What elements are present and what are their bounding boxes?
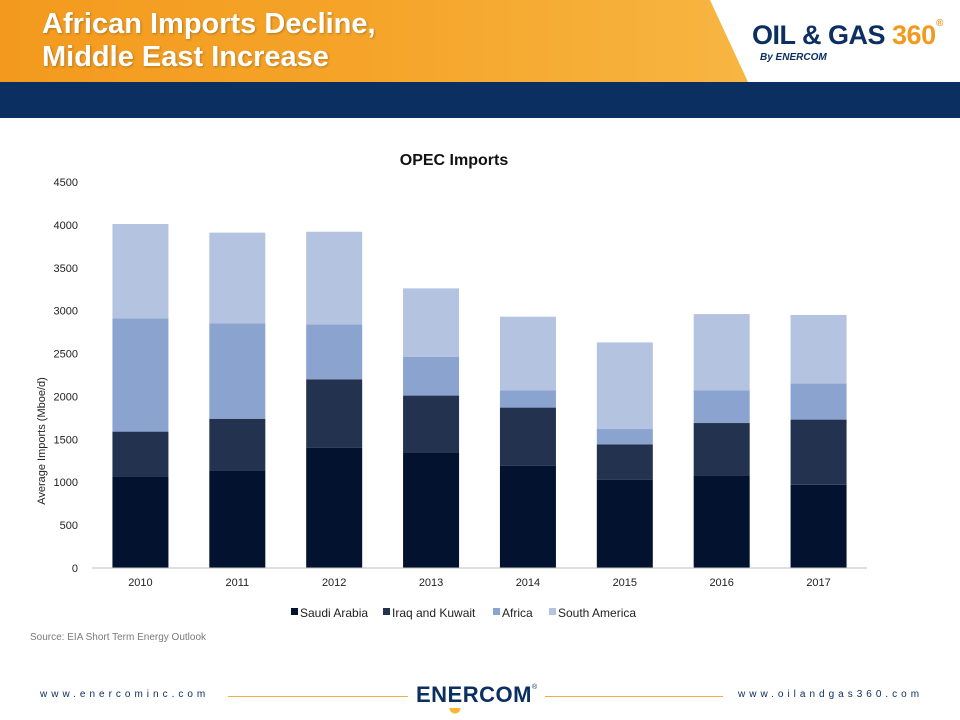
bar-segment bbox=[596, 342, 653, 430]
bar-segment bbox=[112, 431, 169, 477]
bar-segment bbox=[499, 407, 556, 466]
legend-label: Saudi Arabia bbox=[300, 606, 368, 620]
x-tick-label: 2011 bbox=[225, 577, 249, 589]
bar-segment bbox=[112, 224, 169, 319]
oil-gas-360-logo: OIL & GAS 360 bbox=[752, 20, 936, 51]
bar-segment bbox=[403, 395, 460, 453]
bar-segment bbox=[306, 324, 363, 380]
bar-segment bbox=[112, 318, 169, 432]
bar-segment bbox=[596, 444, 653, 480]
x-tick-label: 2010 bbox=[128, 577, 152, 589]
legend-item: South America bbox=[549, 606, 636, 620]
bar-segment bbox=[693, 475, 750, 568]
x-tick-label: 2015 bbox=[613, 577, 637, 589]
y-axis-label: Average Imports (Mboe/d) bbox=[36, 377, 48, 505]
y-tick-label: 3000 bbox=[54, 306, 78, 318]
legend-label: South America bbox=[558, 606, 636, 620]
y-tick-label: 2000 bbox=[54, 391, 78, 403]
footer-right-url[interactable]: www.oilandgas360.com bbox=[738, 689, 924, 700]
x-tick-label: 2014 bbox=[516, 577, 540, 589]
chart-title: OPEC Imports bbox=[400, 152, 509, 169]
bar-segment bbox=[306, 447, 363, 568]
logo-registered-mark: ® bbox=[936, 18, 944, 29]
footer-left-url[interactable]: www.enercominc.com bbox=[40, 689, 210, 700]
legend-item: Africa bbox=[493, 606, 533, 620]
bar-segment bbox=[403, 452, 460, 568]
bar-segment bbox=[209, 323, 266, 419]
bar-segment bbox=[790, 484, 847, 568]
y-tick-label: 2500 bbox=[54, 349, 78, 361]
opec-imports-chart: OPEC Imports Average Imports (Mboe/d) 0 5… bbox=[36, 152, 867, 620]
sun-icon bbox=[446, 708, 464, 718]
bar-segment bbox=[209, 470, 266, 568]
footer-line-left bbox=[228, 696, 408, 697]
bars bbox=[112, 224, 847, 568]
bar-segment bbox=[693, 423, 750, 476]
bar-segment bbox=[403, 356, 460, 396]
bar-segment bbox=[790, 383, 847, 420]
legend-swatch bbox=[291, 608, 298, 615]
bar-segment bbox=[306, 379, 363, 448]
x-tick-label: 2016 bbox=[709, 577, 733, 589]
legend: Saudi Arabia Iraq and Kuwait Africa South A… bbox=[291, 606, 636, 620]
bar-segment bbox=[790, 314, 847, 384]
x-tick-label: 2012 bbox=[322, 577, 346, 589]
footer-line-right bbox=[545, 696, 723, 697]
logo-text: OIL & GAS bbox=[752, 20, 893, 50]
legend-label: Africa bbox=[502, 606, 533, 620]
slide-title-line-1: African Imports Decline, bbox=[42, 8, 376, 40]
bar-segment bbox=[693, 390, 750, 424]
bar-segment bbox=[499, 390, 556, 408]
y-tick-label: 3500 bbox=[54, 263, 78, 275]
slide-title-line-2: Middle East Increase bbox=[42, 41, 329, 73]
legend-item: Saudi Arabia bbox=[291, 606, 368, 620]
enercom-footer-logo: ENERCOM bbox=[416, 682, 532, 707]
bar-segment bbox=[306, 231, 363, 325]
bar-segment bbox=[209, 232, 266, 324]
legend-swatch bbox=[383, 608, 390, 615]
y-axis-ticks: 0 500 1000 1500 2000 2500 3000 3500 4000 4500 bbox=[54, 177, 78, 575]
y-tick-label: 1500 bbox=[54, 434, 78, 446]
bar-segment bbox=[403, 288, 460, 357]
legend-swatch bbox=[549, 608, 556, 615]
legend-swatch bbox=[493, 608, 500, 615]
navy-band bbox=[0, 82, 960, 118]
x-axis-ticks: 2010 2011 2012 2013 2014 2015 2016 2017 bbox=[128, 577, 831, 589]
legend-item: Iraq and Kuwait bbox=[383, 606, 476, 620]
logo-area bbox=[710, 0, 960, 82]
bar-segment bbox=[499, 465, 556, 568]
bar-segment bbox=[499, 316, 556, 391]
y-tick-label: 4000 bbox=[54, 220, 78, 232]
source-note: Source: EIA Short Term Energy Outlook bbox=[30, 632, 207, 643]
bar-segment bbox=[596, 429, 653, 445]
y-tick-label: 0 bbox=[72, 563, 78, 575]
logo-number: 360 bbox=[892, 20, 936, 50]
legend-label: Iraq and Kuwait bbox=[392, 606, 476, 620]
footer-registered-mark: ® bbox=[532, 684, 538, 691]
bar-segment bbox=[112, 476, 169, 568]
y-tick-label: 4500 bbox=[54, 177, 78, 189]
slide-title: African Imports Decline, Middle East Inc… bbox=[42, 8, 376, 74]
bar-segment bbox=[209, 418, 266, 471]
x-tick-label: 2013 bbox=[419, 577, 443, 589]
bar-segment bbox=[790, 419, 847, 485]
logo-subtitle: By ENERCOM bbox=[760, 52, 827, 63]
y-tick-label: 500 bbox=[60, 520, 78, 532]
y-tick-label: 1000 bbox=[54, 477, 78, 489]
x-tick-label: 2017 bbox=[806, 577, 830, 589]
bar-segment bbox=[596, 479, 653, 568]
bar-segment bbox=[693, 314, 750, 391]
